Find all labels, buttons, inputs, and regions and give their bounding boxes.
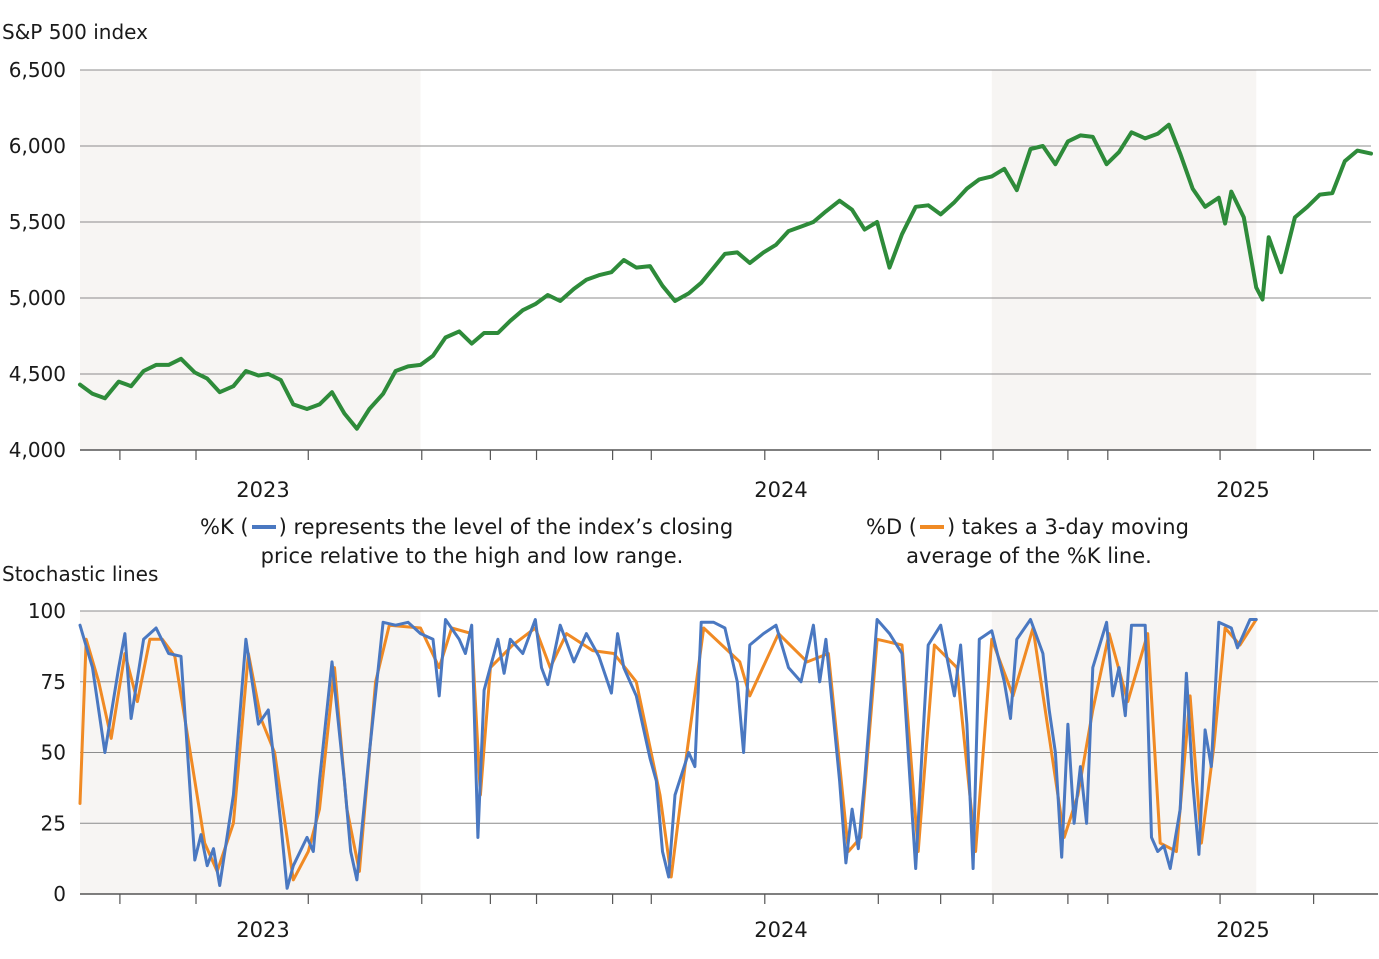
sp500-year-label-2023: 2023	[236, 478, 289, 502]
sp500-shaded-periods	[80, 70, 1257, 450]
sp500-gridlines	[80, 69, 1371, 375]
stochastic-x-ticks	[119, 894, 1315, 904]
sp500-y-axis-title: S&P 500 index	[2, 20, 148, 44]
sp500-y-tick-label-4: 6,000	[9, 134, 66, 158]
stochastic-y-axis-title: Stochastic lines	[2, 562, 158, 586]
svg-text:%D () takes a 3-day moving: %D ( ) takes a 3-day moving	[866, 515, 1189, 539]
stochastic-y-tick-labels: 0 25 50 75 100	[28, 599, 66, 906]
sp500-series-line-sp500	[78, 122, 1373, 431]
legend-k-text: ) represents the level of the index’s cl…	[279, 515, 734, 539]
stochastic-panel: 0 25 50 75 100 Stochastic lines 2023 2024 20…	[2, 562, 1378, 942]
legend-d-prefix: %D (	[866, 515, 917, 539]
legend-note-d: %D ( ) takes a 3-day moving average of th…	[866, 515, 1189, 568]
stochastic-y-tick-label-1: 25	[41, 811, 66, 835]
legend-d-text: ) takes a 3-day moving	[947, 515, 1189, 539]
sp500-shade-0	[80, 70, 421, 450]
legend-k-prefix: %K (	[200, 515, 249, 539]
sp500-y-tick-label-1: 4,500	[9, 362, 66, 386]
stochastic-year-label-2024: 2024	[754, 918, 807, 942]
sp500-y-tick-label-3: 5,500	[9, 210, 66, 234]
sp500-shade-1	[991, 70, 1257, 450]
stochastic-series-line-k	[78, 618, 1258, 890]
stochastic-y-tick-label-4: 100	[28, 599, 66, 623]
sp500-x-ticks	[119, 450, 1315, 460]
legend-d-line2: average of the %K line.	[906, 544, 1152, 568]
legend-note-k: %K ( ) represents the level of the index’…	[200, 515, 733, 568]
sp500-panel: 4,000 4,500 5,000 5,500 6,000 6,500 S&P 500 i…	[2, 20, 1373, 502]
svg-text:%K () represents the level of: %K ( ) represents the level of the index’…	[200, 515, 733, 539]
stochastic-y-tick-label-3: 75	[41, 670, 66, 694]
sp500-year-label-2025: 2025	[1216, 478, 1269, 502]
sp500-y-tick-label-5: 6,500	[9, 58, 66, 82]
stochastic-y-tick-label-2: 50	[41, 741, 66, 765]
stochastic-year-label-2025: 2025	[1216, 918, 1269, 942]
stochastic-y-tick-label-0: 0	[53, 882, 66, 906]
sp500-y-tick-labels: 4,000 4,500 5,000 5,500 6,000 6,500	[9, 58, 66, 462]
sp500-series	[78, 122, 1373, 431]
legend-k-line2: price relative to the high and low range…	[261, 544, 684, 568]
sp500-year-label-2024: 2024	[754, 478, 807, 502]
sp500-y-tick-label-2: 5,000	[9, 286, 66, 310]
sp500-y-tick-label-0: 4,000	[9, 438, 66, 462]
stochastic-year-label-2023: 2023	[236, 918, 289, 942]
stochastic-series	[78, 618, 1258, 890]
stochastic-gridlines	[80, 610, 1378, 824]
